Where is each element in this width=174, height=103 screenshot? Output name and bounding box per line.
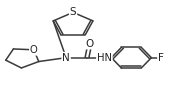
Text: O: O (30, 45, 38, 55)
Text: O: O (85, 39, 94, 49)
Text: S: S (70, 6, 76, 17)
Text: F: F (158, 53, 164, 63)
Text: HN: HN (97, 53, 112, 63)
Text: N: N (62, 53, 70, 63)
